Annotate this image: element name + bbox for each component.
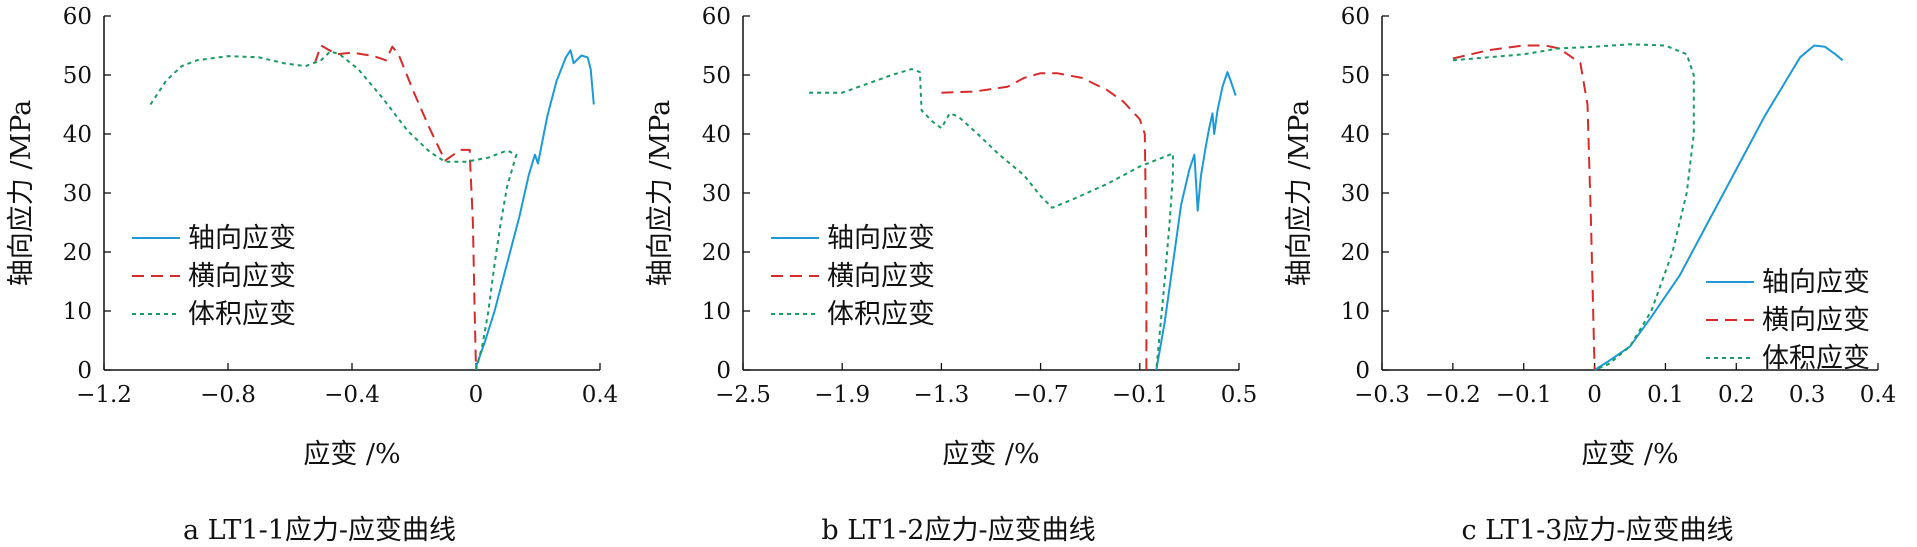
x-tick-label: −0.1 [1112, 382, 1168, 408]
y-tick-label: 30 [63, 181, 92, 207]
series-line-1 [475, 49, 595, 368]
y-tick-label: 30 [1341, 181, 1370, 207]
series-line-2 [1452, 44, 1596, 371]
y-tick-label: 20 [702, 240, 731, 266]
x-tick-label: −0.4 [324, 382, 380, 408]
y-tick-label: 50 [63, 63, 92, 89]
series-line-3 [149, 50, 518, 371]
x-tick-label: 0 [1587, 382, 1602, 408]
legend-label: 轴向应变 [827, 223, 935, 254]
series-line-2 [941, 72, 1148, 370]
series-line-3 [809, 68, 1174, 371]
y-tick-label: 60 [702, 4, 731, 30]
y-tick-label: 60 [1341, 4, 1370, 30]
y-tick-label: 20 [63, 240, 92, 266]
legend-label: 横向应变 [827, 261, 935, 292]
y-tick-label: 50 [702, 63, 731, 89]
y-tick-label: 0 [716, 358, 731, 384]
y-tick-label: 40 [1341, 122, 1370, 148]
legend-label: 体积应变 [188, 299, 296, 330]
chart-caption: c LT1-3应力-应变曲线 [1461, 515, 1734, 546]
chart-panel-a: −1.2 −0.8 −0.4 0 0.4 0 10 20 30 40 50 60 应变 /% 轴向应力 /… [0, 0, 639, 546]
x-tick-label: −2.5 [715, 382, 771, 408]
y-tick-label: 40 [702, 122, 731, 148]
y-tick-label: 0 [77, 358, 92, 384]
x-tick-label: 0.3 [1789, 382, 1826, 408]
legend-label: 横向应变 [1762, 305, 1870, 336]
x-tick-label: 0.5 [1221, 382, 1258, 408]
y-tick-label: 40 [63, 122, 92, 148]
y-tick-label: 10 [1341, 299, 1370, 325]
x-tick-label: −0.1 [1496, 382, 1552, 408]
chart-caption: b LT1-2应力-应变曲线 [821, 515, 1096, 546]
x-tick-label: −1.3 [913, 382, 969, 408]
y-tick-label: 30 [702, 181, 731, 207]
y-tick-label: 10 [702, 299, 731, 325]
legend-label: 体积应变 [1762, 343, 1870, 374]
x-tick-label: −1.9 [814, 382, 870, 408]
x-tick-label: 0.2 [1718, 382, 1755, 408]
y-axis-label: 轴向应力 /MPa [6, 100, 37, 286]
x-tick-label: 0.4 [1860, 382, 1897, 408]
x-tick-label: −0.8 [200, 382, 256, 408]
x-tick-label: 0.1 [1647, 382, 1684, 408]
legend-label: 轴向应变 [188, 223, 296, 254]
x-tick-label: −1.2 [76, 382, 132, 408]
chart-caption: a LT1-1应力-应变曲线 [182, 515, 457, 546]
y-tick-label: 60 [63, 4, 92, 30]
x-tick-label: −0.3 [1354, 382, 1410, 408]
y-axis-label: 轴向应力 /MPa [645, 100, 676, 286]
series-line-1 [1155, 71, 1237, 371]
chart-panel-c: −0.3 −0.2 −0.1 0 0.1 0.2 0.3 0.4 0 10 20 30 40 50 60 应变… [1278, 0, 1917, 546]
chart-svg: −1.2 −0.8 −0.4 0 0.4 0 10 20 30 40 50 60 应变 /% 轴向应力 /… [6, 4, 619, 470]
y-tick-label: 0 [1355, 358, 1370, 384]
chart-panel-b: −2.5 −1.9 −1.3 −0.7 −0.1 0.5 0 10 20 30 40 50 60 应变 /… [639, 0, 1278, 546]
chart-svg: −0.3 −0.2 −0.1 0 0.1 0.2 0.3 0.4 0 10 20 30 40 50 60 应变… [1284, 4, 1897, 470]
x-axis-label: 应变 /% [1581, 439, 1678, 470]
y-tick-label: 20 [1341, 240, 1370, 266]
series-line-3 [1452, 43, 1695, 371]
legend-label: 轴向应变 [1762, 267, 1870, 298]
legend-label: 体积应变 [827, 299, 935, 330]
series-line-1 [1594, 44, 1844, 371]
x-tick-label: −0.2 [1425, 382, 1481, 408]
x-axis-label: 应变 /% [303, 439, 400, 470]
y-tick-label: 10 [63, 299, 92, 325]
x-tick-label: 0.4 [582, 382, 619, 408]
series-line-2 [313, 44, 477, 371]
x-tick-label: −0.7 [1013, 382, 1069, 408]
x-axis-label: 应变 /% [942, 439, 1039, 470]
chart-svg: −2.5 −1.9 −1.3 −0.7 −0.1 0.5 0 10 20 30 40 50 60 应变 /… [645, 4, 1258, 470]
legend-label: 横向应变 [188, 261, 296, 292]
x-tick-label: 0 [469, 382, 484, 408]
y-axis-label: 轴向应力 /MPa [1284, 100, 1315, 286]
y-tick-label: 50 [1341, 63, 1370, 89]
